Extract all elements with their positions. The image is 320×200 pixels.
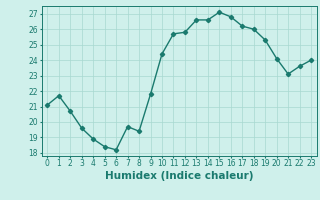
X-axis label: Humidex (Indice chaleur): Humidex (Indice chaleur) bbox=[105, 171, 253, 181]
